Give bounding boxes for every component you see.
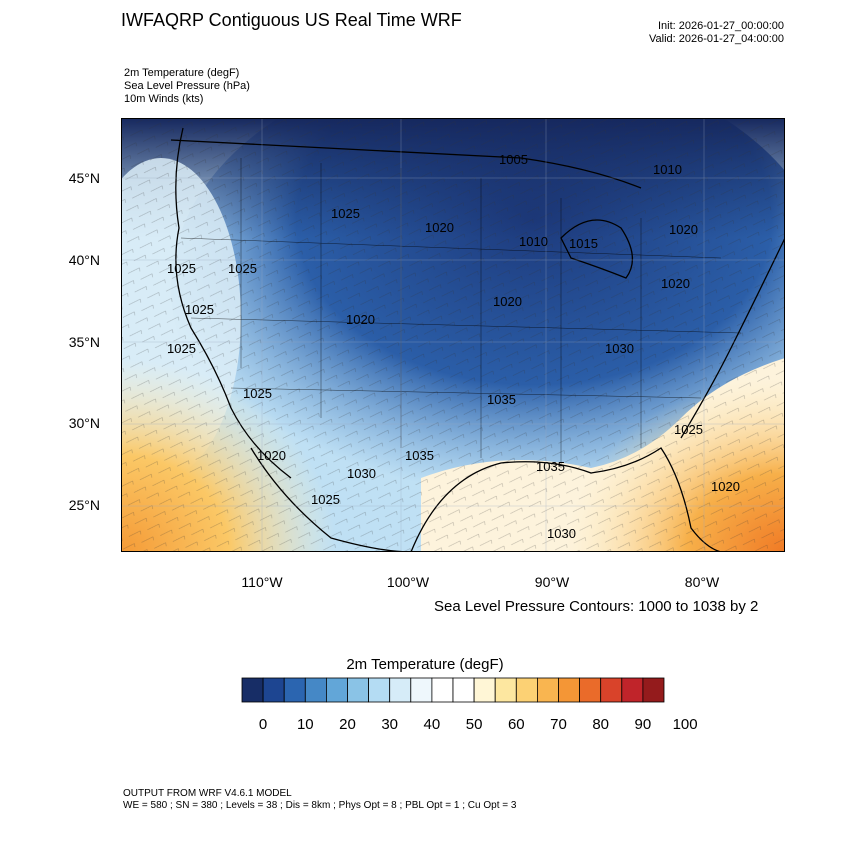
west-coastline xyxy=(175,127,292,479)
colorbar-title: 2m Temperature (degF) xyxy=(346,656,504,673)
colorbar-tick-label: 50 xyxy=(465,716,483,733)
lat-label-40: 40°N xyxy=(68,252,100,268)
pressure-label: 1030 xyxy=(605,341,634,356)
init-time: Init: 2026-01-27_00:00:00 xyxy=(658,20,784,32)
pressure-label: 1030 xyxy=(347,466,376,481)
pressure-label: 1010 xyxy=(519,234,548,249)
great-lakes xyxy=(560,219,633,279)
contour-note: Sea Level Pressure Contours: 1000 to 103… xyxy=(434,598,759,615)
pressure-label: 1020 xyxy=(257,448,286,463)
pressure-label: 1015 xyxy=(569,236,598,251)
colorbar-swatch xyxy=(431,677,454,703)
lon-label-90w: 90°W xyxy=(534,574,570,590)
field-pressure: Sea Level Pressure (hPa) xyxy=(124,80,250,92)
colorbar-swatch xyxy=(494,677,517,703)
colorbar-tick-label: 60 xyxy=(507,716,525,733)
colorbar-swatch xyxy=(515,677,538,703)
canada-border xyxy=(170,139,642,189)
pressure-label: 1020 xyxy=(493,294,522,309)
pressure-label: 1035 xyxy=(487,392,516,407)
pressure-label: 1035 xyxy=(536,459,565,474)
colorbar-swatch xyxy=(389,677,412,703)
colorbar xyxy=(241,677,665,703)
lat-label-25: 25°N xyxy=(68,497,100,513)
colorbar-swatch xyxy=(347,677,370,703)
baja-coast xyxy=(250,447,412,552)
wind-barbs xyxy=(121,118,785,552)
pressure-label: 1020 xyxy=(425,220,454,235)
colorbar-swatch xyxy=(304,677,327,703)
lon-label-100w: 100°W xyxy=(386,574,430,590)
colorbar-tick-label: 10 xyxy=(296,716,314,733)
graticule xyxy=(121,118,785,552)
colorbar-swatch xyxy=(283,677,306,703)
colorbar-tick-label: 40 xyxy=(423,716,441,733)
field-list: 2m Temperature (degF) Sea Level Pressure… xyxy=(124,67,250,106)
pressure-label: 1025 xyxy=(228,261,257,276)
colorbar-swatch xyxy=(579,677,602,703)
model-info: OUTPUT FROM WRF V4.6.1 MODEL WE = 580 ; … xyxy=(123,788,516,812)
model-config: WE = 580 ; SN = 380 ; Levels = 38 ; Dis … xyxy=(123,800,517,811)
pressure-label: 1020 xyxy=(661,276,690,291)
pressure-labels: 1005 1010 1010 1015 1020 1020 1020 1020 … xyxy=(167,152,740,541)
lat-label-45: 45°N xyxy=(68,170,100,186)
chart-title: IWFAQRP Contiguous US Real Time WRF xyxy=(121,10,462,30)
run-times: Init: 2026-01-27_00:00:00 Valid: 2026-01… xyxy=(649,20,784,46)
pressure-label: 1010 xyxy=(653,162,682,177)
field-winds: 10m Winds (kts) xyxy=(124,93,204,105)
map-frame xyxy=(121,118,785,552)
colorbar-swatch xyxy=(241,677,264,703)
pressure-label: 1035 xyxy=(405,448,434,463)
colorbar-swatch xyxy=(368,677,391,703)
colorbar-swatch xyxy=(642,677,665,703)
pressure-label: 1020 xyxy=(346,312,375,327)
pressure-label: 1030 xyxy=(547,526,576,541)
weather-map: 1005 1010 1010 1015 1020 1020 1020 1020 … xyxy=(121,118,785,552)
colorbar-swatch xyxy=(558,677,581,703)
colorbar-tick-label: 30 xyxy=(381,716,399,733)
boundaries xyxy=(170,127,785,552)
east-coastline xyxy=(680,237,785,439)
pressure-label: 1025 xyxy=(185,302,214,317)
colorbar-swatch xyxy=(326,677,348,703)
pressure-label: 1020 xyxy=(711,479,740,494)
pressure-label: 1025 xyxy=(674,422,703,437)
colorbar-swatch xyxy=(410,677,433,703)
pressure-label: 1020 xyxy=(669,222,698,237)
lat-label-30: 30°N xyxy=(68,415,100,431)
colorbar-tick-label: 100 xyxy=(672,716,698,733)
lon-label-110w: 110°W xyxy=(241,574,283,590)
colorbar-tick-label: 90 xyxy=(634,716,652,733)
colorbar-swatch xyxy=(621,677,644,703)
pressure-label: 1005 xyxy=(499,152,528,167)
pressure-label: 1025 xyxy=(167,341,196,356)
pressure-label: 1025 xyxy=(331,206,360,221)
colorbar-swatch xyxy=(536,677,559,703)
colorbar-tick-label: 70 xyxy=(550,716,567,733)
lat-label-35: 35°N xyxy=(68,334,100,350)
colorbar-swatch xyxy=(452,677,475,703)
field-temperature: 2m Temperature (degF) xyxy=(124,67,240,79)
gulf-coastline xyxy=(410,447,722,552)
valid-time: Valid: 2026-01-27_04:00:00 xyxy=(649,33,784,45)
colorbar-swatch xyxy=(473,677,496,703)
pressure-label: 1025 xyxy=(243,386,272,401)
colorbar-tick-label: 80 xyxy=(592,716,610,733)
colorbar-swatch xyxy=(600,677,623,703)
lon-label-80w: 80°W xyxy=(684,574,720,590)
colorbar-swatch xyxy=(262,677,285,703)
colorbar-tick-label: 0 xyxy=(258,716,268,733)
pressure-label: 1025 xyxy=(311,492,340,507)
model-version: OUTPUT FROM WRF V4.6.1 MODEL xyxy=(123,788,292,799)
pressure-label: 1025 xyxy=(167,261,196,276)
colorbar-tick-label: 20 xyxy=(339,716,356,733)
